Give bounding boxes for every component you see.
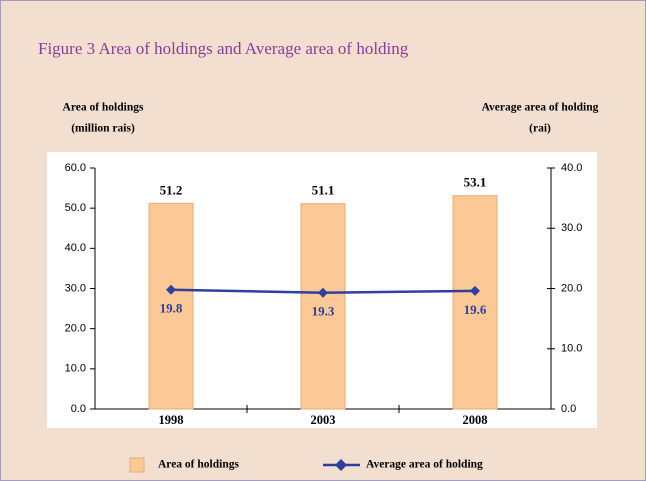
legend-label: Area of holdings — [158, 459, 239, 471]
y-tick-label: 0.0 — [71, 403, 86, 415]
line-value-label: 19.6 — [464, 302, 487, 317]
y-tick-label: 20.0 — [65, 323, 86, 335]
y2-axis-label: Average area of holding — [482, 102, 599, 114]
y2-tick-label: 40.0 — [561, 162, 582, 174]
y-tick-label: 30.0 — [65, 282, 86, 294]
legend-swatch — [129, 457, 145, 473]
bar — [148, 202, 194, 410]
y-tick-label: 60.0 — [65, 162, 86, 174]
y2-tick-label: 0.0 — [561, 403, 576, 415]
chart-title: Figure 3 Area of holdings and Average ar… — [38, 39, 409, 58]
line-value-label: 19.8 — [160, 301, 183, 316]
marker — [166, 284, 176, 295]
y-axis-label: (million rais) — [71, 123, 135, 135]
y-axis-label: Area of holdings — [63, 102, 144, 114]
y-tick-label: 40.0 — [65, 242, 86, 254]
y-tick-label: 10.0 — [65, 363, 86, 375]
bar-value-label: 51.1 — [312, 183, 335, 198]
legend-label: Average area of holding — [366, 459, 483, 471]
bar-value-label: 53.1 — [464, 175, 487, 190]
bar — [300, 203, 346, 410]
y2-tick-label: 10.0 — [561, 343, 582, 355]
y2-axis-label: (rai) — [529, 123, 551, 135]
line-value-label: 19.3 — [312, 304, 335, 319]
x-tick-label: 2008 — [463, 413, 488, 427]
marker — [318, 287, 328, 298]
x-tick-label: 1998 — [159, 413, 184, 427]
y2-tick-label: 20.0 — [561, 282, 582, 294]
y2-tick-label: 30.0 — [561, 222, 582, 234]
bar-value-label: 51.2 — [160, 182, 183, 197]
legend-swatch — [335, 459, 347, 471]
bar — [452, 195, 498, 410]
y-tick-label: 50.0 — [65, 202, 86, 214]
marker — [470, 285, 480, 296]
x-tick-label: 2003 — [311, 413, 336, 427]
